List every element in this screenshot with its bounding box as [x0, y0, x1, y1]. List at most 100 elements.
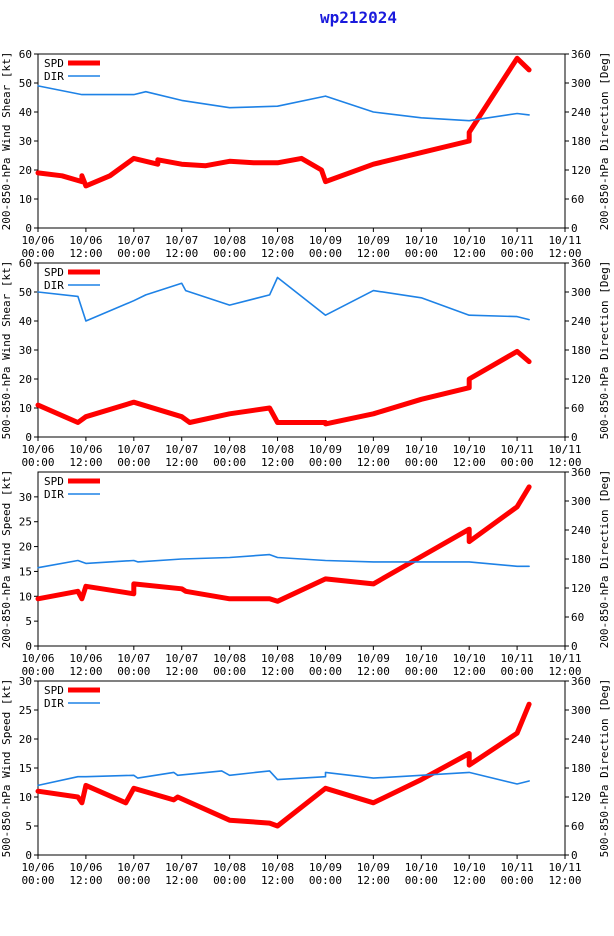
x-tick-time-label: 00:00: [501, 874, 534, 887]
x-tick-time-label: 00:00: [21, 456, 54, 469]
y-tick-label: 50: [19, 77, 32, 90]
x-tick-date-label: 10/11: [548, 861, 581, 874]
y2-tick-label: 0: [571, 640, 578, 653]
x-tick-date-label: 10/06: [69, 443, 102, 456]
y2-tick-label: 120: [571, 373, 591, 386]
y-tick-label: 15: [19, 565, 32, 578]
y-tick-label: 60: [19, 257, 32, 270]
y2-tick-label: 180: [571, 553, 591, 566]
x-tick-date-label: 10/07: [117, 861, 150, 874]
x-tick-date-label: 10/11: [501, 443, 534, 456]
y-tick-label: 0: [25, 640, 32, 653]
x-tick-time-label: 12:00: [69, 247, 102, 260]
y2-tick-label: 360: [571, 675, 591, 688]
spd-series-line: [35, 55, 532, 189]
x-tick-date-label: 10/06: [21, 861, 54, 874]
y2-tick-label: 0: [571, 222, 578, 235]
x-tick-time-label: 12:00: [165, 247, 198, 260]
x-tick-date-label: 10/07: [117, 234, 150, 247]
x-tick-date-label: 10/06: [69, 234, 102, 247]
x-tick-date-label: 10/09: [309, 861, 342, 874]
y2-tick-label: 300: [571, 704, 591, 717]
x-tick-time-label: 12:00: [453, 874, 486, 887]
x-tick-time-label: 12:00: [69, 874, 102, 887]
y2-tick-label: 180: [571, 135, 591, 148]
y-tick-label: 10: [19, 791, 32, 804]
y-tick-label: 30: [19, 675, 32, 688]
x-tick-date-label: 10/07: [165, 652, 198, 665]
y-tick-label: 5: [25, 615, 32, 628]
x-tick-time-label: 12:00: [165, 456, 198, 469]
x-tick-time-label: 12:00: [357, 874, 390, 887]
spd-series-line: [35, 701, 532, 829]
x-tick-date-label: 10/06: [69, 861, 102, 874]
x-tick-time-label: 00:00: [309, 665, 342, 678]
y-tick-label: 0: [25, 431, 32, 444]
y-tick-label: 60: [19, 48, 32, 61]
x-tick-date-label: 10/11: [548, 234, 581, 247]
x-tick-date-label: 10/08: [261, 234, 294, 247]
x-tick-time-label: 00:00: [501, 456, 534, 469]
x-tick-time-label: 00:00: [213, 874, 246, 887]
y2-tick-label: 180: [571, 344, 591, 357]
x-tick-date-label: 10/09: [357, 443, 390, 456]
y-tick-label: 5: [25, 820, 32, 833]
x-tick-date-label: 10/11: [501, 234, 534, 247]
y2-tick-label: 240: [571, 315, 591, 328]
y2-tick-label: 60: [571, 402, 584, 415]
x-tick-date-label: 10/09: [357, 861, 390, 874]
x-tick-date-label: 10/10: [405, 443, 438, 456]
y-tick-label: 40: [19, 315, 32, 328]
x-tick-date-label: 10/07: [117, 443, 150, 456]
y2-tick-label: 120: [571, 164, 591, 177]
x-tick-date-label: 10/10: [453, 234, 486, 247]
y-tick-label: 30: [19, 344, 32, 357]
x-tick-time-label: 12:00: [261, 874, 294, 887]
x-tick-date-label: 10/09: [309, 443, 342, 456]
x-tick-time-label: 12:00: [548, 665, 581, 678]
y-tick-label: 25: [19, 704, 32, 717]
x-tick-date-label: 10/07: [117, 652, 150, 665]
x-tick-time-label: 00:00: [213, 665, 246, 678]
y-axis-title: 500-850-hPa Wind Speed [kt]: [0, 679, 13, 858]
x-tick-time-label: 12:00: [69, 456, 102, 469]
x-tick-time-label: 00:00: [501, 665, 534, 678]
y2-tick-label: 300: [571, 286, 591, 299]
legend-spd-label: SPD: [44, 475, 64, 488]
y2-tick-label: 120: [571, 582, 591, 595]
x-tick-date-label: 10/08: [261, 861, 294, 874]
figure-title: wp212024: [320, 8, 398, 27]
plot-frame: [37, 262, 566, 438]
y2-tick-label: 300: [571, 495, 591, 508]
x-tick-date-label: 10/06: [21, 234, 54, 247]
y2-tick-label: 60: [571, 611, 584, 624]
y-tick-label: 50: [19, 286, 32, 299]
legend-dir-label: DIR: [44, 70, 64, 83]
x-tick-date-label: 10/11: [548, 652, 581, 665]
x-tick-date-label: 10/11: [548, 443, 581, 456]
x-tick-date-label: 10/08: [213, 861, 246, 874]
legend-dir-label: DIR: [44, 279, 64, 292]
x-tick-date-label: 10/08: [261, 443, 294, 456]
y2-tick-label: 360: [571, 466, 591, 479]
dir-series-line: [37, 276, 530, 322]
x-tick-time-label: 00:00: [501, 247, 534, 260]
y2-tick-label: 60: [571, 820, 584, 833]
y-tick-label: 30: [19, 491, 32, 504]
legend-spd-label: SPD: [44, 684, 64, 697]
x-tick-time-label: 12:00: [548, 874, 581, 887]
y-axis-title: 200-850-hPa Wind Shear [kt]: [0, 52, 13, 231]
x-tick-date-label: 10/07: [165, 234, 198, 247]
y-tick-label: 30: [19, 135, 32, 148]
x-tick-date-label: 10/06: [69, 652, 102, 665]
y2-axis-title: 200-850-hPa Direction [Deg]: [598, 52, 611, 231]
y2-axis-title: 200-850-hPa Direction [Deg]: [598, 470, 611, 649]
x-tick-time-label: 00:00: [21, 874, 54, 887]
x-tick-date-label: 10/10: [453, 861, 486, 874]
x-tick-date-label: 10/07: [165, 443, 198, 456]
x-tick-date-label: 10/10: [405, 861, 438, 874]
x-tick-time-label: 00:00: [213, 247, 246, 260]
x-tick-time-label: 12:00: [357, 456, 390, 469]
x-tick-date-label: 10/06: [21, 652, 54, 665]
x-tick-time-label: 12:00: [261, 247, 294, 260]
